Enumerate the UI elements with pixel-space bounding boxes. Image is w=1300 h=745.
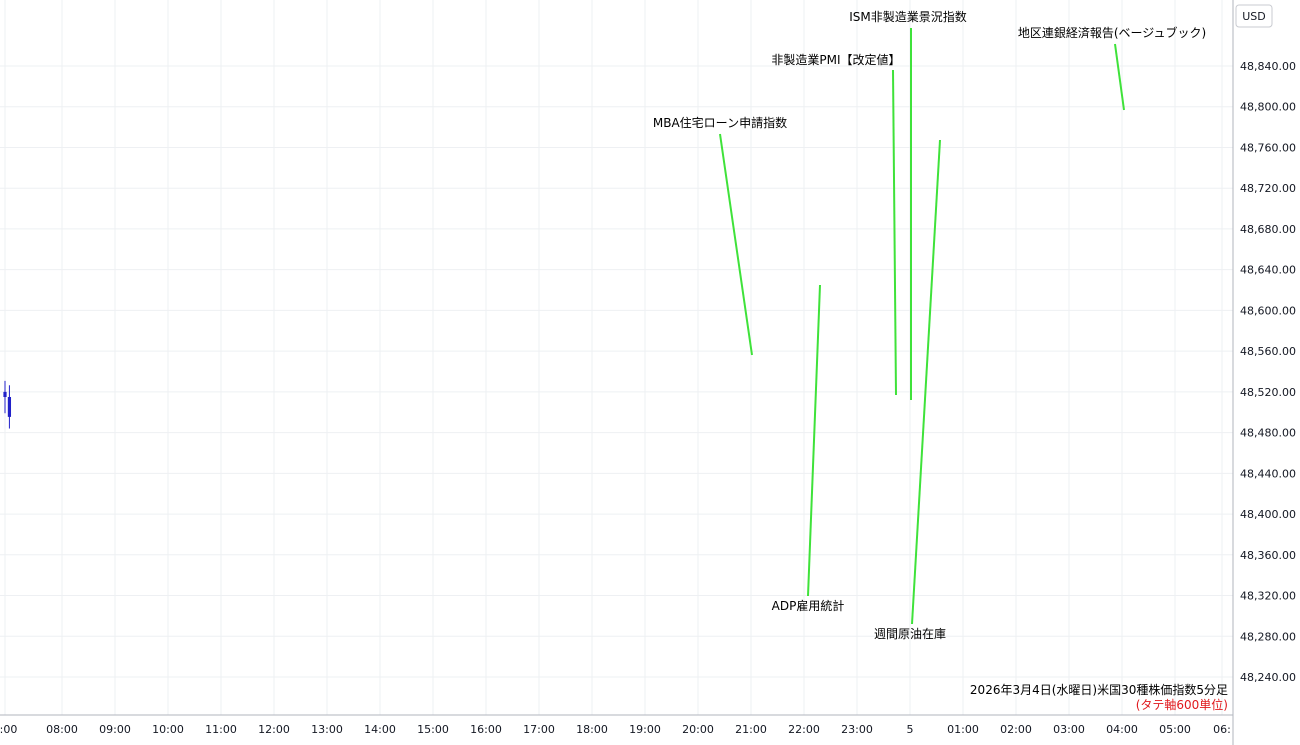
currency-badge[interactable] [1235, 4, 1273, 28]
y-tick-label: 48,240.00 [1240, 671, 1296, 684]
candles [3, 380, 12, 429]
annotation-label: MBA住宅ローン申請指数 [653, 115, 787, 130]
annotation-label: ISM非製造業景況指数 [849, 9, 967, 24]
annotation-label: 非製造業PMI【改定値】 [771, 52, 900, 67]
y-tick-label: 48,840.00 [1240, 60, 1296, 73]
x-tick-label: 12:00 [258, 723, 290, 736]
x-tick-label: 13:00 [311, 723, 343, 736]
x-tick-label: 11:00 [205, 723, 237, 736]
chart-caption: 2026年3月4日(水曜日)米国30種株価指数5分足 [970, 682, 1228, 697]
chart-caption-note: (タテ軸600単位) [1136, 697, 1228, 712]
x-tick-label: 16:00 [470, 723, 502, 736]
x-tick-label: 05:00 [1159, 723, 1191, 736]
x-tick-label: 17:00 [523, 723, 555, 736]
y-tick-label: 48,680.00 [1240, 223, 1296, 236]
annotation-leader-line [911, 139, 941, 625]
y-tick-label: 48,640.00 [1240, 264, 1296, 277]
y-tick-label: 48,440.00 [1240, 467, 1296, 480]
annotation-label: 週間原油在庫 [874, 627, 946, 641]
y-tick-label: 48,720.00 [1240, 182, 1296, 195]
x-tick-label: 19:00 [629, 723, 661, 736]
y-tick-label: 48,520.00 [1240, 386, 1296, 399]
y-tick-label: 48,400.00 [1240, 508, 1296, 521]
currency-label: USD [1242, 10, 1266, 23]
x-tick-label: 04:00 [1106, 723, 1138, 736]
x-tick-label: 22:00 [788, 723, 820, 736]
y-tick-label: 48,560.00 [1240, 345, 1296, 358]
annotation-leader-line [1114, 43, 1125, 111]
annotation-label: ADP雇用統計 [772, 598, 845, 613]
price-axis: 48,240.00 48,280.00 48,320.00 48,360.00 48,4… [1240, 60, 1296, 684]
x-tick-label: 23:00 [841, 723, 873, 736]
x-tick-label: 08:00 [46, 723, 78, 736]
candle-body [7, 396, 12, 417]
x-tick-label: 10:00 [152, 723, 184, 736]
x-tick-label: 06: [1213, 723, 1231, 736]
annotation-leader-line [892, 69, 897, 396]
grid [0, 0, 1233, 715]
y-tick-label: 48,760.00 [1240, 141, 1296, 154]
y-tick-label: 48,320.00 [1240, 590, 1296, 603]
x-tick-label: 01:00 [947, 723, 979, 736]
y-tick-label: 48,360.00 [1240, 549, 1296, 562]
x-tick-label: 15:00 [417, 723, 449, 736]
annotation-leader-line [719, 133, 753, 356]
x-tick-label: 09:00 [99, 723, 131, 736]
x-tick-label: 21:00 [735, 723, 767, 736]
x-tick-label: 18:00 [576, 723, 608, 736]
x-tick-label: 6:00 [0, 723, 17, 736]
x-tick-label: 03:00 [1053, 723, 1085, 736]
x-tick-label: 02:00 [1000, 723, 1032, 736]
y-tick-label: 48,280.00 [1240, 630, 1296, 643]
x-tick-label: 5 [907, 723, 914, 736]
annotation-label: 地区連銀経済報告(ベージュブック) [1018, 25, 1206, 40]
annotation-leader-line [807, 284, 821, 597]
y-tick-label: 48,800.00 [1240, 101, 1296, 114]
time-axis: 6:00 08:00 09:00 10:00 11:00 12:00 13:00 14:00 1… [0, 723, 1231, 736]
x-tick-label: 20:00 [682, 723, 714, 736]
y-tick-label: 48,480.00 [1240, 427, 1296, 440]
y-tick-label: 48,600.00 [1240, 304, 1296, 317]
candle-body [3, 391, 7, 397]
x-tick-label: 14:00 [364, 723, 396, 736]
